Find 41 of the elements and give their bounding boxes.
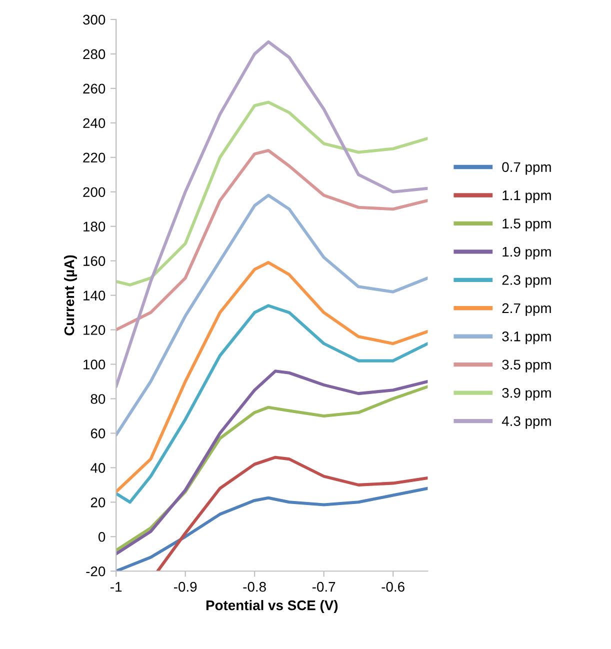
- legend-label: 2.7 ppm: [502, 303, 551, 316]
- y-tick-label: 240: [83, 118, 106, 128]
- y-tick-label: 220: [83, 152, 106, 163]
- legend-label: 2.3 ppm: [502, 275, 551, 288]
- y-tick-label: -20: [86, 566, 106, 576]
- legend-label: 3.9 ppm: [502, 388, 551, 401]
- legend-label: 0.7 ppm: [502, 162, 551, 175]
- line-series: [116, 194, 428, 436]
- y-tick-label: 180: [84, 222, 106, 232]
- x-tick-label: -1: [110, 582, 122, 592]
- x-tick-label: -0.8: [243, 582, 266, 592]
- y-tick-label: 260: [83, 84, 106, 94]
- line-series: [116, 100, 428, 286]
- line-series: [116, 40, 428, 388]
- legend-label: 3.5 ppm: [502, 360, 551, 372]
- line-series: [156, 456, 428, 572]
- y-tick-label: 280: [83, 49, 106, 60]
- legend-label: 1.5 ppm: [502, 218, 551, 232]
- line-series: [116, 148, 428, 332]
- legend-label: 3.1 ppm: [502, 332, 551, 344]
- y-tick-label: 0: [98, 532, 106, 542]
- legend-label: 1.1 ppm: [502, 190, 551, 203]
- y-tick-label: 80: [90, 394, 106, 404]
- line-series: [116, 261, 428, 494]
- y-tick-label: 300: [83, 14, 106, 25]
- y-tick-label: 100: [84, 360, 106, 370]
- x-tick-label: -0.9: [174, 582, 197, 592]
- y-tick-label: 40: [90, 463, 106, 473]
- line-series: [116, 304, 428, 504]
- y-tick-label: 60: [90, 428, 106, 438]
- y-tick-label: 160: [84, 256, 106, 266]
- y-tick-label: 140: [84, 290, 106, 300]
- x-tick-label: -0.6: [382, 582, 404, 592]
- y-tick-label: 20: [90, 498, 106, 508]
- y-axis-title: Current (µA): [64, 255, 77, 336]
- legend-label: 4.3 ppm: [502, 416, 551, 429]
- y-tick-label: 200: [83, 187, 106, 198]
- y-tick-label: 120: [84, 325, 106, 335]
- x-axis-title: Potential vs SCE (V): [206, 600, 338, 613]
- legend-label: 1.9 ppm: [502, 246, 551, 260]
- x-tick-label: -0.7: [312, 582, 336, 592]
